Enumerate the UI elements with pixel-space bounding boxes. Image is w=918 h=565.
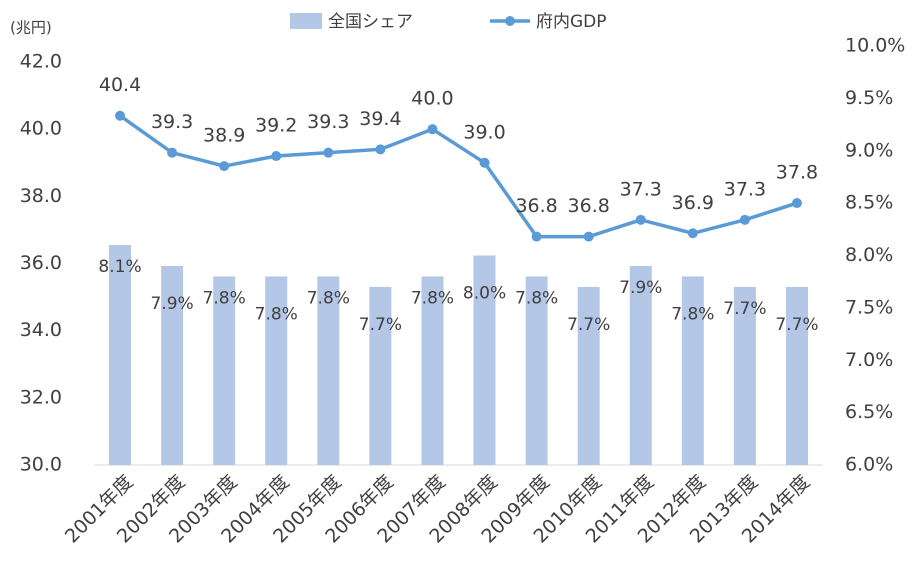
- y2-tick-label: 10.0%: [845, 35, 905, 57]
- legend-label: 府内GDP: [536, 12, 607, 32]
- line-point: [791, 198, 802, 209]
- line-value-label: 38.9: [203, 125, 245, 147]
- line-value-label: 36.9: [672, 192, 714, 214]
- bar-value-label: 7.7%: [775, 315, 818, 335]
- legend-label: 全国シェア: [328, 12, 413, 32]
- line-point: [375, 144, 386, 155]
- line-value-label: 39.3: [307, 111, 349, 133]
- y-tick-label: 30.0: [20, 454, 62, 476]
- y-tick-label: 32.0: [20, 386, 62, 408]
- y2-tick-label: 9.0%: [845, 139, 893, 161]
- bar-value-label: 7.8%: [411, 288, 454, 308]
- bar: [473, 255, 496, 465]
- y2-tick-label: 8.0%: [845, 244, 893, 266]
- bar-value-label: 7.7%: [359, 315, 402, 335]
- line-point: [115, 110, 126, 121]
- line-value-label: 37.8: [776, 162, 818, 184]
- bar-value-label: 7.7%: [723, 299, 766, 319]
- line-value-label: 39.2: [255, 115, 297, 137]
- y-tick-label: 42.0: [20, 51, 62, 73]
- line-point: [531, 231, 542, 242]
- bar: [369, 286, 392, 465]
- bar-value-label: 7.8%: [671, 304, 714, 324]
- y2-tick-label: 7.5%: [845, 296, 893, 318]
- y-unit-label: (兆円): [10, 19, 52, 37]
- line-point: [479, 157, 490, 168]
- y-tick-label: 38.0: [20, 185, 62, 207]
- bar-value-label: 7.8%: [515, 288, 558, 308]
- bar-value-label: 8.1%: [98, 257, 141, 277]
- bar: [733, 286, 756, 465]
- line-point: [583, 231, 594, 242]
- bar-value-label: 7.8%: [307, 288, 350, 308]
- bar: [681, 276, 704, 465]
- line-value-label: 39.0: [463, 121, 505, 143]
- bar-value-label: 7.7%: [567, 315, 610, 335]
- line-point: [687, 228, 698, 239]
- line-point: [427, 124, 438, 135]
- line: [119, 114, 798, 239]
- bar-value-label: 8.0%: [463, 284, 506, 304]
- legend-swatch: [505, 16, 515, 26]
- bar-value-label: 7.8%: [255, 304, 298, 324]
- y-tick-label: 36.0: [20, 252, 62, 274]
- y2-tick-label: 6.0%: [845, 454, 893, 476]
- bar: [213, 276, 236, 465]
- bar: [109, 245, 132, 465]
- line-value-label: 39.4: [359, 108, 401, 130]
- bar: [421, 276, 444, 465]
- bar: [161, 265, 184, 465]
- line-point: [323, 147, 334, 158]
- bar: [577, 286, 600, 465]
- y-tick-label: 34.0: [20, 319, 62, 341]
- line-value-label: 40.4: [99, 74, 141, 96]
- line-value-label: 36.8: [568, 195, 610, 217]
- y2-tick-label: 8.5%: [845, 192, 893, 214]
- y2-tick-label: 6.5%: [845, 401, 893, 423]
- line-point: [167, 147, 178, 158]
- line-value-label: 39.3: [151, 111, 193, 133]
- bar: [265, 276, 288, 465]
- line-value-label: 37.3: [724, 178, 766, 200]
- y2-tick-label: 7.0%: [845, 349, 893, 371]
- y-tick-label: 40.0: [20, 118, 62, 140]
- line-point: [635, 214, 646, 225]
- bar-value-label: 7.8%: [203, 288, 246, 308]
- line-value-label: 36.8: [515, 195, 557, 217]
- line-value-label: 37.3: [620, 178, 662, 200]
- bar: [629, 265, 652, 465]
- bar: [525, 276, 548, 465]
- bar-value-label: 7.9%: [151, 294, 194, 314]
- legend-swatch: [290, 13, 322, 29]
- line-point: [739, 214, 750, 225]
- bar: [785, 286, 808, 465]
- line-point: [271, 151, 282, 162]
- line-point: [219, 161, 230, 172]
- bar: [317, 276, 340, 465]
- y2-tick-label: 9.5%: [845, 87, 893, 109]
- line-value-label: 40.0: [411, 88, 453, 110]
- bar-value-label: 7.9%: [619, 278, 662, 298]
